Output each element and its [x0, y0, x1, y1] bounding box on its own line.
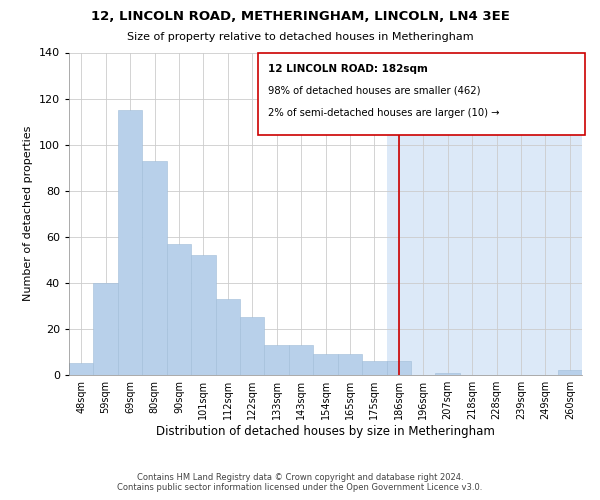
X-axis label: Distribution of detached houses by size in Metheringham: Distribution of detached houses by size … [156, 425, 495, 438]
Bar [313, 354, 338, 375]
Bar [215, 299, 240, 375]
Bar [142, 161, 167, 375]
Bar [167, 244, 191, 375]
Bar [436, 372, 460, 375]
Bar [69, 364, 94, 375]
Bar [386, 52, 582, 375]
Bar [94, 283, 118, 375]
Bar [191, 255, 215, 375]
Text: Contains HM Land Registry data © Crown copyright and database right 2024.
Contai: Contains HM Land Registry data © Crown c… [118, 473, 482, 492]
Text: Size of property relative to detached houses in Metheringham: Size of property relative to detached ho… [127, 32, 473, 42]
Bar [386, 361, 411, 375]
Bar [338, 354, 362, 375]
Y-axis label: Number of detached properties: Number of detached properties [23, 126, 33, 302]
Bar [289, 345, 313, 375]
Bar [557, 370, 582, 375]
Text: 12 LINCOLN ROAD: 182sqm: 12 LINCOLN ROAD: 182sqm [268, 64, 428, 74]
Bar [265, 345, 289, 375]
Bar [118, 110, 142, 375]
Text: 2% of semi-detached houses are larger (10) →: 2% of semi-detached houses are larger (1… [268, 108, 500, 118]
Bar [240, 318, 265, 375]
Bar [362, 361, 386, 375]
Text: 12, LINCOLN ROAD, METHERINGHAM, LINCOLN, LN4 3EE: 12, LINCOLN ROAD, METHERINGHAM, LINCOLN,… [91, 10, 509, 23]
Text: 98% of detached houses are smaller (462): 98% of detached houses are smaller (462) [268, 86, 481, 96]
